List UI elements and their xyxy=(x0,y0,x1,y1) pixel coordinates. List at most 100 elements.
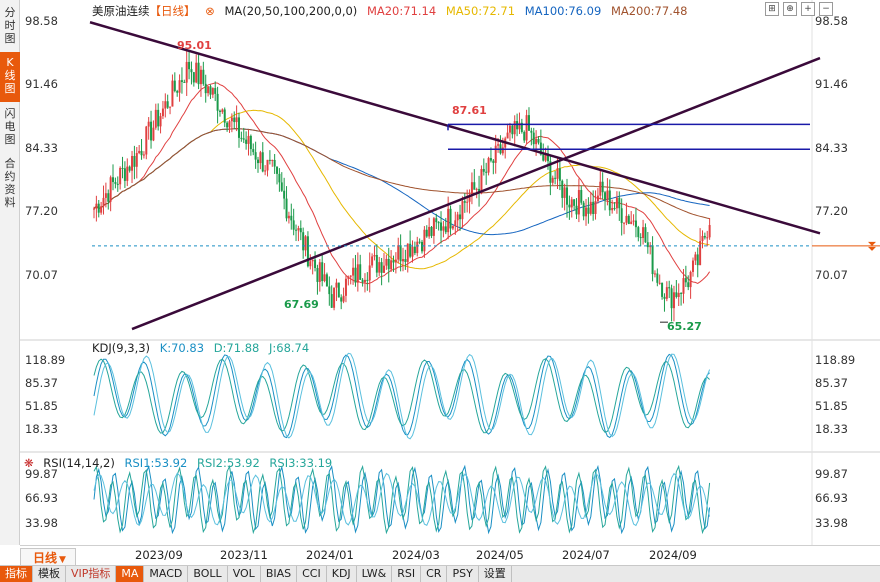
price-axis-right-label: 91.46 xyxy=(815,77,848,91)
date-label: 2024/05 xyxy=(476,548,524,562)
candle-body xyxy=(109,177,112,202)
candle-body xyxy=(100,206,103,213)
tab-templates[interactable]: 模板 xyxy=(33,566,66,582)
tab-cci[interactable]: CCI xyxy=(297,566,327,582)
price-axis-right-label: 70.07 xyxy=(815,268,848,282)
kdj-axis-left-label: 85.37 xyxy=(25,376,58,390)
candle-body xyxy=(271,159,274,161)
candle-body xyxy=(701,235,704,242)
candle-body xyxy=(418,241,421,243)
tab-flash-chart[interactable]: 闪电图 xyxy=(4,107,16,146)
candle-body xyxy=(466,201,469,203)
chart-canvas[interactable] xyxy=(20,0,880,545)
tab-vol[interactable]: VOL xyxy=(228,566,261,582)
candle-body xyxy=(411,246,414,257)
rsi-params: RSI(14,14,2) xyxy=(43,456,115,470)
tab-contract-info[interactable]: 合约资料 xyxy=(4,157,16,209)
candle-body xyxy=(563,187,566,198)
candle-body xyxy=(675,292,678,297)
tab-settings[interactable]: 设置 xyxy=(479,566,512,582)
tab-bias[interactable]: BIAS xyxy=(261,566,298,582)
tab-boll[interactable]: BOLL xyxy=(188,566,228,582)
candle-body xyxy=(404,259,407,262)
candle-body xyxy=(573,199,576,206)
high-annotation: 95.01 xyxy=(177,39,212,52)
candle-body xyxy=(475,188,478,190)
candle-body xyxy=(580,190,583,203)
chart-area[interactable]: 美原油连续【日线】 ⊗ MA(20,50,100,200,0,0) MA20:7… xyxy=(20,0,880,545)
crosshair-icon[interactable]: ⊕ xyxy=(783,2,797,16)
candle-body xyxy=(150,121,153,141)
candle-body xyxy=(318,262,321,282)
candle-body xyxy=(233,117,236,123)
candle-body xyxy=(623,222,626,224)
tab-cr[interactable]: CR xyxy=(421,566,448,582)
tab-vip-indicators[interactable]: VIP指标 xyxy=(66,566,117,582)
tab-rsi[interactable]: RSI xyxy=(392,566,422,582)
candle-body xyxy=(703,235,706,238)
candle-body xyxy=(157,109,160,127)
zoom-in-icon[interactable]: + xyxy=(801,2,815,16)
candle-body xyxy=(680,292,683,294)
candle-body xyxy=(302,232,305,251)
candle-body xyxy=(535,138,538,145)
candle-body xyxy=(399,245,402,262)
tab-ma[interactable]: MA xyxy=(116,566,145,582)
candle-body xyxy=(542,154,545,161)
candle-body xyxy=(197,62,200,85)
zoom-out-icon[interactable]: − xyxy=(819,2,833,16)
tab-lw[interactable]: LW& xyxy=(357,566,393,582)
candle-body xyxy=(677,292,680,297)
candle-body xyxy=(295,229,298,231)
low-annotation: 65.27 xyxy=(667,320,702,333)
candle-body xyxy=(352,267,355,276)
tab-kline[interactable]: K线图 xyxy=(0,52,20,102)
candle-body xyxy=(409,243,412,257)
candle-body xyxy=(330,294,333,308)
candle-body xyxy=(670,288,673,309)
rsi2-value: RSI2:53.92 xyxy=(196,456,260,470)
tab-macd[interactable]: MACD xyxy=(144,566,189,582)
candle-body xyxy=(116,183,119,185)
settings-icon[interactable]: ⊗ xyxy=(205,4,215,18)
price-axis-right-label: 77.20 xyxy=(815,204,848,218)
candle-body xyxy=(195,62,198,83)
candle-body xyxy=(506,132,509,139)
candle-body xyxy=(247,135,250,144)
rsi-settings-icon[interactable]: ❋ xyxy=(24,456,34,470)
candle-body xyxy=(375,254,378,273)
tab-kdj[interactable]: KDJ xyxy=(327,566,357,582)
rsi1-line xyxy=(93,464,711,535)
candle-body xyxy=(304,236,307,251)
ma100-line xyxy=(93,128,710,236)
candle-body xyxy=(95,203,98,209)
candle-body xyxy=(672,292,675,309)
fullscreen-icon[interactable]: ⊞ xyxy=(765,2,779,16)
tab-psy[interactable]: PSY xyxy=(447,566,479,582)
candle-body xyxy=(494,145,497,163)
candle-body xyxy=(425,229,428,237)
kdj-axis-right-label: 85.37 xyxy=(815,376,848,390)
candle-body xyxy=(620,208,623,224)
candle-body xyxy=(394,259,397,263)
candle-body xyxy=(354,267,357,283)
candle-body xyxy=(337,282,340,298)
high-annotation: 87.61 xyxy=(452,104,487,117)
tab-timeshare[interactable]: 分时图 xyxy=(4,6,16,45)
candle-body xyxy=(266,159,269,171)
candle-body xyxy=(544,153,547,161)
candle-body xyxy=(349,275,352,277)
period-select-button[interactable]: 日线 ▼ xyxy=(20,548,76,568)
candle-body xyxy=(107,193,110,202)
candle-body xyxy=(530,130,533,133)
date-label: 2024/07 xyxy=(562,548,610,562)
candle-body xyxy=(661,282,664,297)
candle-body xyxy=(646,242,649,248)
candle-body xyxy=(513,121,516,135)
main-legend: 美原油连续【日线】 ⊗ MA(20,50,100,200,0,0) MA20:7… xyxy=(92,3,693,19)
candle-body xyxy=(566,187,569,205)
ma100-value: MA100:76.09 xyxy=(524,4,602,18)
candle-body xyxy=(413,246,416,254)
tab-indicators[interactable]: 指标 xyxy=(0,566,33,582)
